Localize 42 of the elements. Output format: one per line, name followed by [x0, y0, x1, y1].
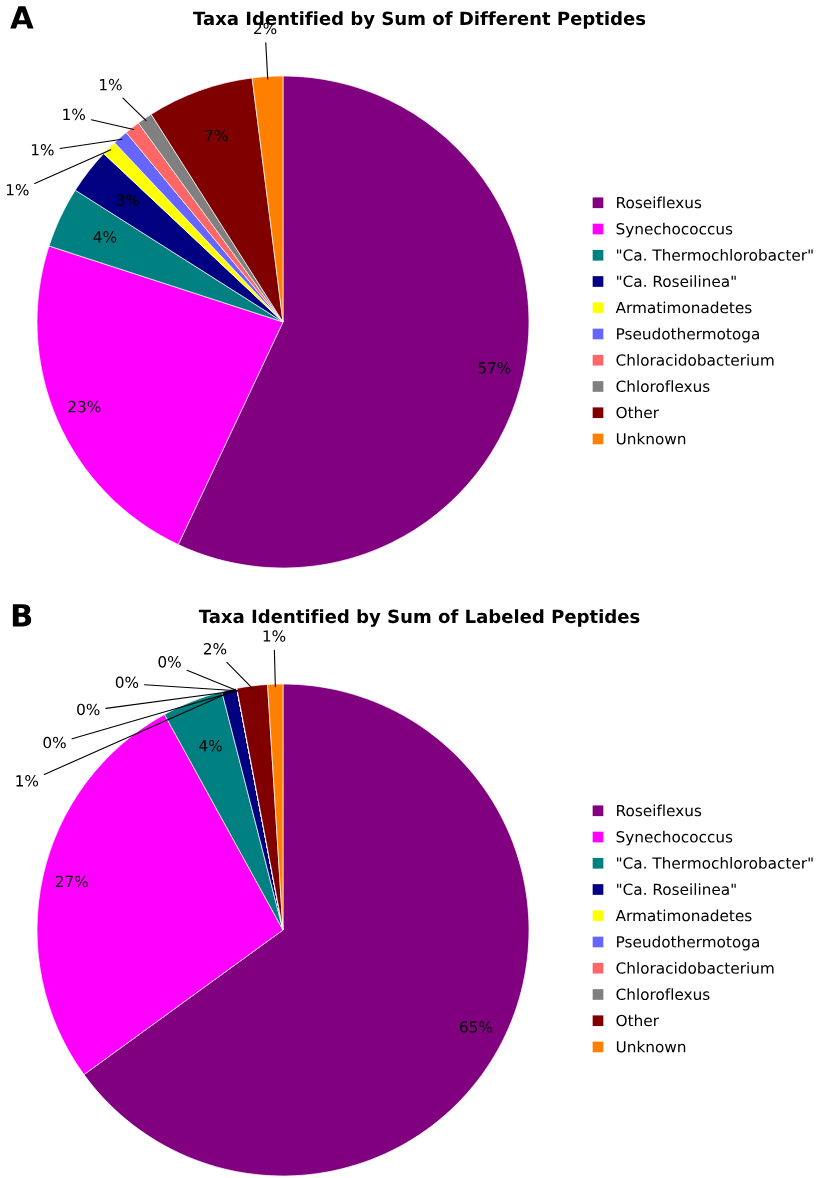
- data-label: 1%: [16, 775, 39, 787]
- text: 0%: [115, 676, 139, 689]
- legend-label: Synechococcus: [616, 222, 733, 238]
- text: 0%: [158, 656, 181, 668]
- legend-label: Armatimonadetes: [615, 301, 752, 314]
- legend-label: Pseudothermotoga: [617, 935, 759, 951]
- legend-label: Unknown: [616, 1040, 686, 1053]
- legend-label: Synechococcus: [616, 830, 733, 846]
- text: B: [12, 604, 32, 627]
- data-label: 1%: [31, 143, 54, 156]
- legend-label: Chloracidobacterium: [616, 961, 774, 974]
- data-label: 4%: [199, 739, 222, 752]
- text: A: [10, 6, 34, 29]
- data-label: 1%: [6, 184, 29, 196]
- data-label: 57%: [478, 362, 511, 374]
- legend-label: Chloroflexus: [616, 380, 710, 393]
- legend-label: "Ca. Roseilinea": [617, 883, 736, 896]
- legend-label: Armatimonadetes: [615, 909, 752, 922]
- legend-label: Other: [616, 1014, 659, 1027]
- legend-label: Chloroflexus: [616, 988, 710, 1001]
- chart-title: Taxa Identified by Sum of Labeled Peptides: [198, 609, 640, 627]
- data-label: 65%: [459, 1021, 493, 1033]
- legend-label: Chloracidobacterium: [616, 353, 774, 366]
- legend-label: "Ca. Thermochlorobacter": [617, 249, 813, 261]
- legend-label: Unknown: [616, 432, 686, 445]
- data-label: 3%: [116, 194, 139, 206]
- legend-label: Pseudothermotoga: [617, 327, 759, 343]
- data-label: 1%: [63, 108, 86, 121]
- legend-label: "Ca. Roseilinea": [617, 275, 736, 288]
- legend-label: Other: [616, 406, 659, 419]
- data-label: 1%: [263, 630, 286, 642]
- text: 0%: [43, 736, 66, 749]
- text: 0%: [77, 703, 100, 716]
- legend-label: Roseiflexus: [617, 196, 702, 209]
- data-label: 1%: [100, 78, 122, 91]
- legend-label: Roseiflexus: [617, 804, 702, 817]
- data-label: 7%: [205, 129, 228, 142]
- legend-label: "Ca. Thermochlorobacter": [617, 857, 813, 869]
- data-label: 2%: [203, 643, 227, 655]
- data-label: 4%: [93, 231, 117, 243]
- data-label: 23%: [68, 400, 101, 413]
- data-label: 27%: [55, 875, 88, 888]
